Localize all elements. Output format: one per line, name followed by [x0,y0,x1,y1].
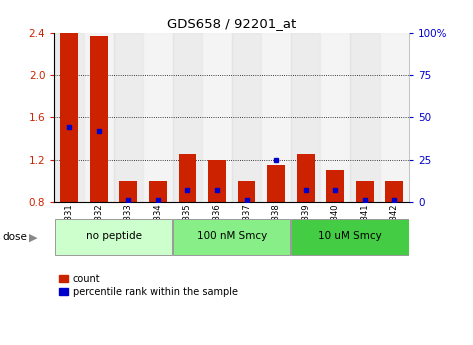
Bar [208,159,226,202]
Bar [326,170,344,202]
Text: ▶: ▶ [29,232,38,242]
Text: 100 nM Smcy: 100 nM Smcy [197,231,267,241]
Bar [84,33,114,202]
Bar [232,33,261,202]
Bar [379,33,409,202]
Bar [291,33,320,202]
Bar [54,33,84,202]
Title: GDS658 / 92201_at: GDS658 / 92201_at [167,17,297,30]
Bar [119,181,137,202]
Bar [61,33,78,202]
Text: dose: dose [2,232,27,242]
Bar [173,33,202,202]
Bar [173,219,290,255]
Bar [350,33,379,202]
Legend: count, percentile rank within the sample: count, percentile rank within the sample [59,274,238,297]
Bar [149,181,166,202]
Bar [320,33,350,202]
Bar [356,181,374,202]
Bar [143,33,173,202]
Bar [55,219,172,255]
Bar [291,219,409,255]
Bar [178,154,196,202]
Bar [267,165,285,202]
Text: no peptide: no peptide [86,231,141,241]
Bar [114,33,143,202]
Bar [261,33,291,202]
Bar [297,154,315,202]
Bar [90,36,108,202]
Text: 10 uM Smcy: 10 uM Smcy [318,231,382,241]
Bar [237,181,255,202]
Bar [202,33,232,202]
Bar [385,181,403,202]
